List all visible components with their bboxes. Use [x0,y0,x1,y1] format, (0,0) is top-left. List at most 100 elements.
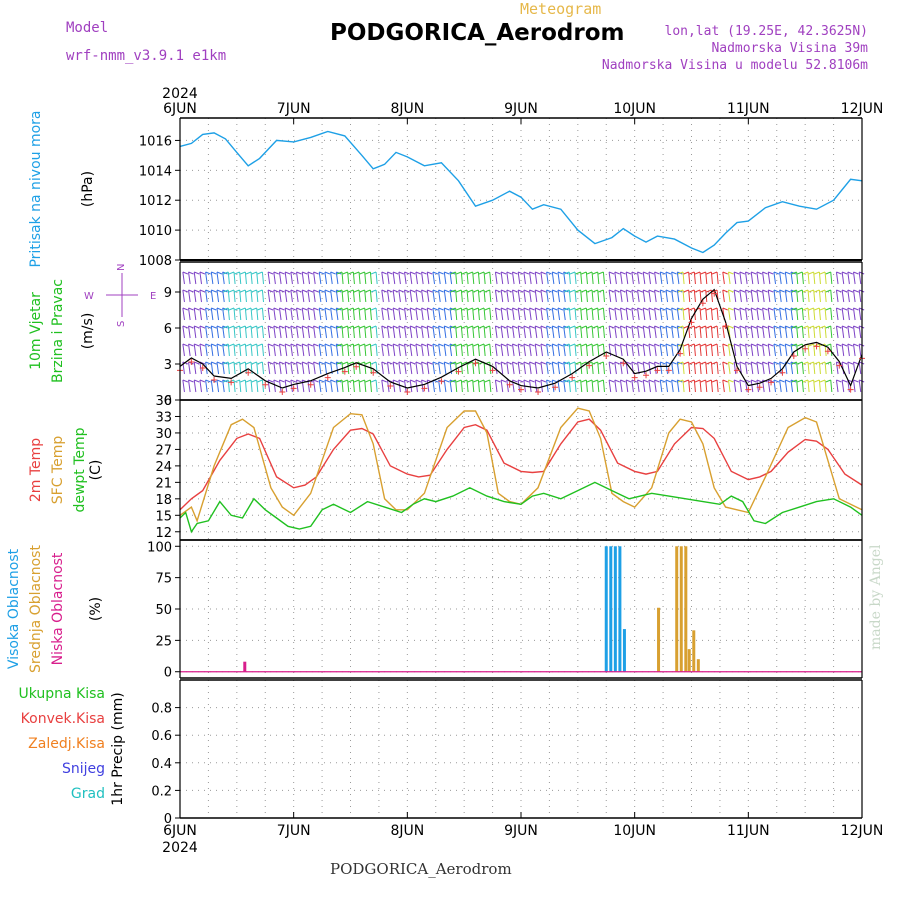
y-tick-label: 0 [164,812,172,827]
wind-barb [199,289,206,303]
wind-barb [733,289,740,303]
wind-barb [592,379,600,393]
wind-barb [257,379,264,393]
y-axis-label: (m/s) [80,313,96,350]
wind-gust-marker [722,323,729,329]
wind-barb [188,289,194,303]
y-axis-label: Pritisak na nivou mora [28,110,44,267]
wind-barb [456,343,463,357]
wind-barb [648,289,655,303]
wind-barb [223,307,230,321]
day-label-bottom: 10JUN [613,823,656,839]
wind-barb [467,361,475,375]
wind-barb [711,379,719,393]
wind-barb [619,271,626,285]
wind-barb [386,289,393,303]
wind-barb [432,271,439,285]
wind-barb [182,379,189,393]
wind-barb [348,379,355,393]
wind-barb [461,307,469,321]
y-tick-label: 100 [147,540,172,555]
wind-barb [216,325,223,339]
y-tick-label: 50 [155,603,172,618]
wind-barb [671,289,677,303]
wind-barb [284,325,291,339]
wind-barb [598,379,605,393]
wind-barb [421,361,427,375]
wind-barb [506,289,512,303]
wind-barb [284,361,291,375]
wind-barb [847,361,853,375]
wind-barb [223,325,230,339]
wind-barb [228,361,236,375]
wind-barb [564,307,571,321]
wind-barb [625,271,632,285]
wind-barb [506,361,512,375]
wind-barb [324,307,331,321]
wind-barb [586,379,594,393]
wind-barb [348,271,355,285]
wind-barb [500,271,507,285]
wind-barb [706,325,713,339]
wind-barb [523,307,530,321]
wind-barb [592,343,600,357]
y-tick-label: 24 [155,460,172,475]
day-label-top: 12JUN [841,101,884,117]
wind-barb [767,307,774,321]
wind-barb [677,361,685,375]
wind-barb [432,325,439,339]
wind-barb [278,379,285,393]
wind-barb [403,271,410,285]
wind-barb [336,325,344,339]
wind-barb [494,343,501,357]
wind-gust-marker [688,319,695,326]
wind-barb [359,361,367,375]
wind-barb [762,361,768,375]
wind-barb [546,307,552,321]
wind-barb [273,379,279,393]
wind-barbs [182,271,865,393]
wind-barb [318,289,325,303]
y-tick-label: 3 [164,358,172,373]
wind-barb [551,325,558,339]
wind-barb [665,379,672,393]
wind-barb [677,379,685,393]
wind-barb [546,289,552,303]
wind-barb [654,271,660,285]
y-axis-label: 2m Temp [28,438,44,502]
wind-barb [852,271,859,285]
wind-barb [210,343,217,357]
wind-barb [473,361,480,375]
wind-barb [199,379,206,393]
y-tick-label: 0.4 [151,757,172,772]
wind-barb [835,271,842,285]
wind-barb [228,325,236,339]
y-axis-label: SFC Temp [50,436,66,505]
wind-barb [835,325,842,339]
wind-barb [210,325,217,339]
y-tick-label: 1012 [139,194,172,209]
wind-barb [484,325,492,339]
wind-barb [819,307,827,321]
wind-barb [421,307,427,321]
wind-barb [296,361,302,375]
wind-barb [825,289,833,303]
wind-barb [301,325,308,339]
wind-barb [683,289,691,303]
wind-barb [381,307,387,321]
wind-barb [381,325,387,339]
wind-barb [631,325,638,339]
wind-barb [529,325,535,339]
wind-barb [381,379,387,393]
wind-barb [825,271,833,285]
wind-barb [722,379,728,393]
wind-barb [381,271,387,285]
wind-barb [438,271,444,285]
wind-barb [779,379,785,393]
wind-barb [359,379,367,393]
wind-barb [359,289,367,303]
compass-n: N [116,264,127,271]
wind-barb [689,325,696,339]
wind-barb [324,379,331,393]
y-axis-label: Brzina i Pravac [50,279,66,383]
